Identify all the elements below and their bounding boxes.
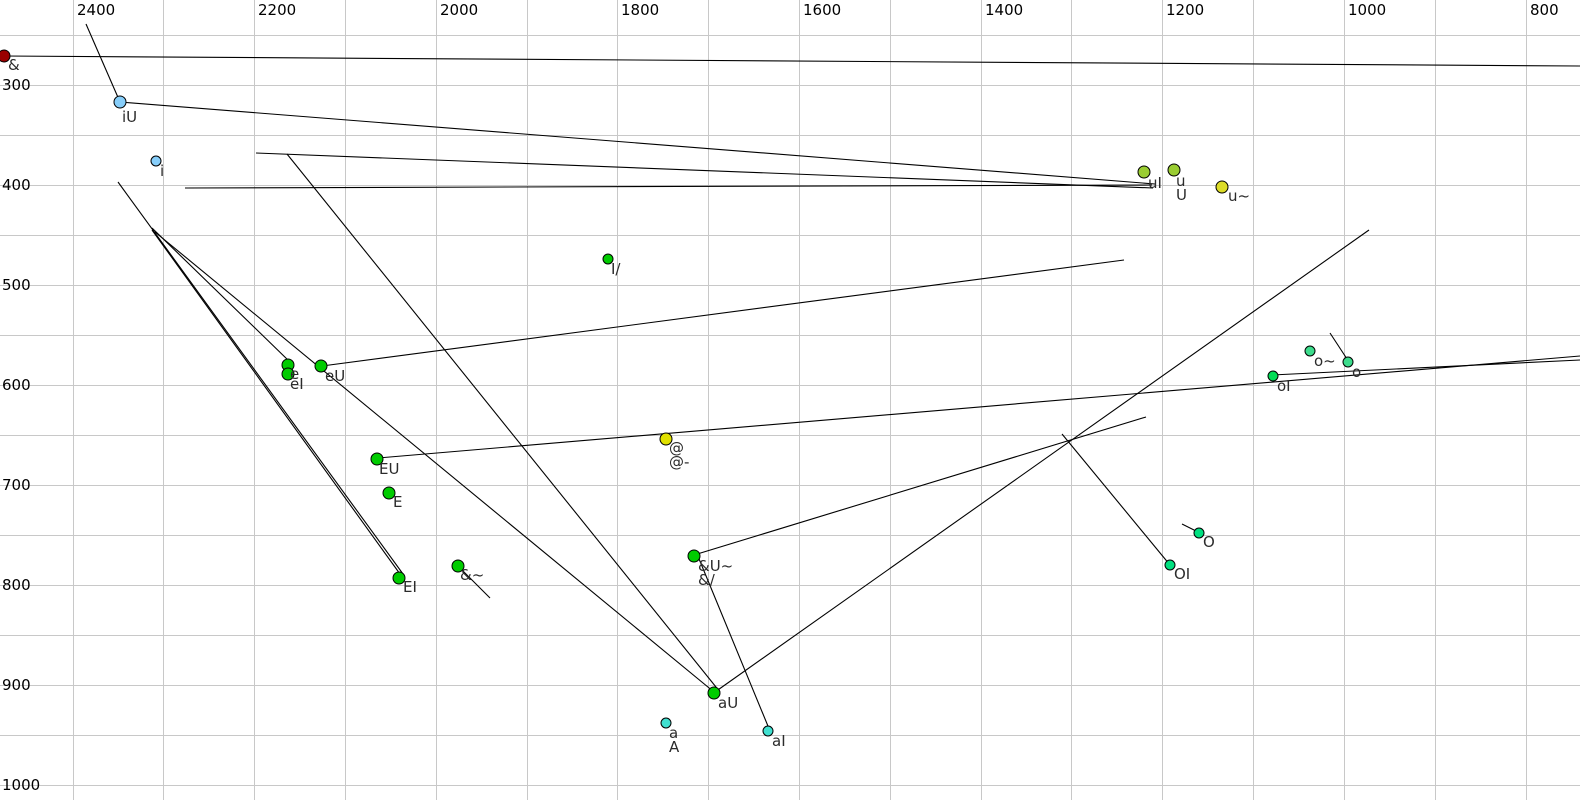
vowel-point[interactable]	[1167, 163, 1181, 177]
trajectory-line	[377, 355, 1580, 459]
trajectory-line	[321, 259, 1125, 367]
vowel-label: o~	[1314, 352, 1336, 370]
y-tick-label: 800	[2, 576, 31, 594]
trajectory-line	[151, 227, 291, 363]
vowel-label: a A	[669, 724, 680, 756]
vowel-point[interactable]	[1267, 370, 1279, 382]
vowel-point[interactable]	[1342, 356, 1354, 368]
trajectory-line	[696, 553, 771, 732]
y-tick-label: 400	[2, 176, 31, 194]
trajectory-line	[151, 229, 401, 575]
vowel-label: O	[1203, 533, 1215, 551]
vowel-label: eU	[325, 367, 346, 385]
x-tick-label: 1400	[985, 1, 1024, 19]
vowel-point[interactable]	[392, 571, 406, 585]
x-tick-label: 2200	[258, 1, 297, 19]
vowel-point[interactable]	[382, 486, 396, 500]
y-tick-label: 700	[2, 476, 31, 494]
vowel-label: &~	[460, 566, 485, 584]
x-tick-label: 2400	[77, 1, 116, 19]
vowel-point[interactable]	[0, 49, 11, 63]
vowel-label: I/	[611, 260, 621, 278]
vowel-label: @ @-	[669, 439, 690, 471]
vowel-point[interactable]	[762, 725, 774, 737]
vowel-label: EU	[379, 460, 400, 478]
trajectory-line	[3, 55, 1580, 67]
vowel-point[interactable]	[660, 717, 672, 729]
x-tick-label: 800	[1530, 1, 1559, 19]
vowel-label: aU	[718, 694, 739, 712]
vowel-label: aI	[772, 732, 786, 750]
trajectory-line	[693, 416, 1147, 556]
x-tick-label: 1600	[803, 1, 842, 19]
vowel-point[interactable]	[1137, 165, 1151, 179]
vowel-label: u~	[1228, 187, 1251, 205]
trajectory-line	[1061, 433, 1171, 566]
vowel-point[interactable]	[370, 452, 384, 466]
trajectory-line	[255, 152, 1154, 189]
x-tick-label: 2000	[440, 1, 479, 19]
vowel-points	[0, 49, 1354, 737]
vowel-point[interactable]	[1193, 527, 1205, 539]
trajectory-line	[154, 231, 715, 693]
vowel-label: u U	[1176, 172, 1187, 204]
vowel-point[interactable]	[1304, 345, 1316, 357]
trajectory-line	[117, 181, 404, 575]
y-tick-label: 900	[2, 676, 31, 694]
vowel-point[interactable]	[1164, 559, 1176, 571]
vowel-point[interactable]	[281, 367, 295, 381]
vowel-point[interactable]	[150, 155, 162, 167]
vowel-point[interactable]	[659, 432, 673, 446]
trajectory-line	[286, 153, 721, 693]
trajectory-line	[1271, 359, 1580, 376]
x-tick-label: 1800	[621, 1, 660, 19]
vowel-label: iU	[122, 108, 138, 126]
y-tick-label: 300	[2, 76, 31, 94]
vowel-point[interactable]	[707, 686, 721, 700]
vowel-label: uI	[1148, 174, 1162, 192]
y-tick-label: 600	[2, 376, 31, 394]
horizontal-gridlines	[0, 35, 1580, 786]
y-tick-label: 1000	[2, 776, 41, 794]
vowel-point[interactable]	[1215, 180, 1229, 194]
x-tick-label: 1200	[1166, 1, 1205, 19]
vowel-point[interactable]	[451, 559, 465, 573]
vowel-label: OI	[1174, 565, 1191, 583]
vowel-label: &U~ &/	[698, 557, 734, 589]
vowel-point[interactable]	[602, 253, 614, 265]
x-tick-label: 1000	[1348, 1, 1387, 19]
trajectory-line	[119, 101, 1156, 185]
vowel-label: &	[8, 56, 20, 74]
vowel-label: o	[1352, 363, 1362, 381]
trajectory-line	[184, 184, 1153, 189]
vowel-point[interactable]	[113, 95, 127, 109]
vowel-label: EI	[403, 578, 417, 596]
trajectory-line	[714, 229, 1370, 693]
vowel-label: e	[290, 365, 300, 383]
trajectory-lines	[3, 23, 1580, 732]
y-tick-label: 500	[2, 276, 31, 294]
vowel-label: eI	[290, 375, 304, 393]
vertical-gridlines	[73, 0, 1527, 800]
vowel-point[interactable]	[314, 359, 328, 373]
vowel-label: i	[160, 162, 165, 180]
vowel-label: oI	[1277, 377, 1291, 395]
vowel-label: E	[393, 493, 403, 511]
trajectory-line	[85, 23, 121, 103]
vowel-point[interactable]	[687, 549, 701, 563]
